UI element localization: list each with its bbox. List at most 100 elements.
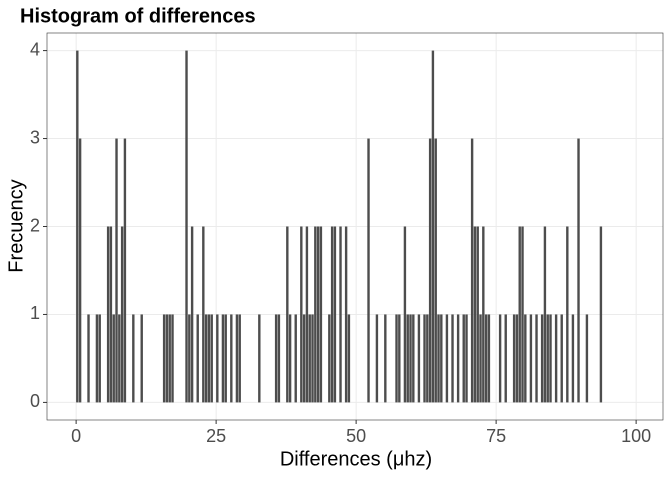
bar — [535, 314, 538, 403]
bar — [319, 226, 323, 403]
bar — [585, 314, 589, 403]
bar — [473, 226, 477, 403]
bar — [417, 314, 421, 403]
bar — [288, 314, 292, 403]
y-tick-label: 4 — [30, 39, 40, 59]
bar — [347, 314, 351, 403]
bar — [95, 314, 99, 403]
bar — [115, 138, 118, 403]
bar — [132, 314, 135, 403]
bar — [204, 314, 208, 403]
bar — [78, 138, 82, 403]
bar — [540, 314, 544, 403]
bar — [571, 314, 575, 403]
bar — [434, 138, 437, 403]
bar — [120, 226, 124, 403]
x-tick-label: 75 — [486, 426, 506, 446]
bar — [311, 314, 314, 403]
bar — [328, 314, 331, 403]
bar — [445, 314, 449, 403]
bar — [98, 314, 101, 403]
bar — [190, 226, 194, 403]
bar — [238, 314, 241, 403]
bar — [76, 50, 79, 403]
bar — [437, 314, 440, 403]
bar — [258, 314, 261, 403]
bar — [294, 314, 297, 403]
bar — [524, 314, 527, 403]
bar — [412, 314, 415, 403]
bar — [224, 314, 227, 403]
bar — [577, 138, 580, 403]
bar — [188, 314, 191, 403]
bar — [403, 226, 407, 403]
bar — [543, 226, 547, 403]
bar — [398, 314, 401, 403]
bar — [456, 314, 460, 403]
bar — [554, 314, 558, 403]
bar — [330, 226, 334, 403]
bar — [123, 138, 127, 403]
bar — [339, 226, 342, 403]
bar — [87, 314, 90, 403]
bar — [196, 314, 199, 403]
y-tick-label: 3 — [30, 127, 40, 147]
bar — [498, 314, 502, 403]
bar — [106, 226, 110, 403]
bar — [462, 314, 465, 403]
bar — [202, 226, 205, 403]
bar — [521, 226, 524, 403]
bar — [109, 226, 113, 403]
bar — [484, 314, 488, 403]
bar — [344, 226, 348, 403]
bar — [395, 314, 398, 403]
bar — [207, 314, 211, 403]
bar — [162, 314, 166, 403]
bar — [515, 314, 519, 403]
x-axis-title: Differences (μhz) — [280, 448, 432, 470]
bar — [440, 314, 443, 403]
bar — [333, 226, 337, 403]
bar — [479, 314, 482, 403]
bar — [367, 138, 370, 403]
bar — [274, 314, 278, 403]
bar — [451, 314, 454, 403]
bar — [165, 314, 169, 403]
bar — [426, 314, 429, 403]
bar — [221, 314, 225, 403]
y-tick-label: 2 — [30, 215, 40, 235]
bar — [487, 314, 491, 403]
bar — [168, 314, 171, 403]
bar — [277, 314, 281, 403]
bar — [171, 314, 174, 403]
bar — [300, 226, 303, 403]
bar — [560, 314, 563, 403]
y-tick-label: 1 — [30, 303, 40, 323]
bar — [409, 314, 412, 403]
bar — [504, 314, 507, 403]
bar — [314, 226, 317, 403]
bar — [118, 314, 121, 403]
bar — [423, 314, 426, 403]
bar — [140, 314, 143, 403]
bar — [518, 226, 521, 403]
bar — [482, 226, 485, 403]
y-axis-title: Frecuency — [5, 179, 27, 272]
bar — [230, 314, 233, 403]
bar — [384, 314, 387, 403]
chart-title: Histogram of differences — [20, 5, 256, 27]
bar — [599, 226, 603, 403]
bar — [546, 314, 549, 403]
bar — [529, 314, 533, 403]
bar — [470, 138, 474, 403]
bar — [305, 226, 309, 403]
y-tick-label: 0 — [30, 391, 40, 411]
bar — [235, 314, 239, 403]
bar — [112, 314, 115, 403]
bar — [428, 138, 432, 403]
x-tick-label: 0 — [71, 426, 81, 446]
bar — [185, 50, 188, 403]
x-tick-label: 25 — [206, 426, 226, 446]
bar — [549, 314, 552, 403]
